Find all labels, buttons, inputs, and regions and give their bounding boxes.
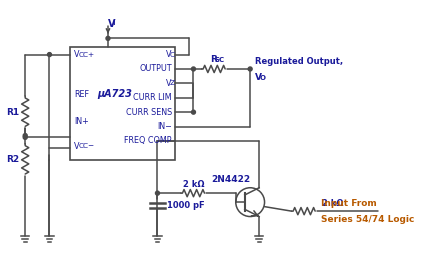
Text: R1: R1 (6, 108, 19, 117)
Circle shape (106, 36, 110, 40)
Circle shape (192, 67, 195, 71)
Circle shape (192, 110, 195, 114)
Text: V: V (166, 79, 172, 88)
Text: V: V (108, 19, 116, 29)
Text: Regulated Output,: Regulated Output, (254, 57, 343, 66)
Bar (70, 47, 176, 160)
Text: V: V (74, 142, 79, 151)
Text: C: C (170, 52, 175, 58)
Text: IN−: IN− (157, 122, 172, 131)
Text: FREQ COMP: FREQ COMP (124, 136, 172, 145)
Circle shape (23, 135, 27, 139)
Text: REF: REF (74, 90, 89, 99)
Text: V: V (166, 50, 172, 59)
Text: IN+: IN+ (74, 117, 89, 126)
Text: I: I (113, 20, 115, 26)
Text: CURR SENS: CURR SENS (126, 108, 172, 117)
Text: R: R (210, 55, 216, 64)
Text: OUTPUT: OUTPUT (139, 64, 172, 73)
Text: Z: Z (170, 80, 175, 86)
Text: R2: R2 (6, 155, 19, 164)
Text: 2 kΩ: 2 kΩ (322, 199, 344, 209)
Text: Series 54/74 Logic: Series 54/74 Logic (321, 215, 415, 224)
Text: CC+: CC+ (78, 52, 95, 58)
Text: SC: SC (214, 57, 224, 63)
Text: 2N4422: 2N4422 (211, 175, 250, 184)
Text: V: V (74, 50, 79, 59)
Text: 1000 pF: 1000 pF (168, 201, 205, 210)
Text: CURR LIM: CURR LIM (133, 93, 172, 102)
Text: 2 kΩ: 2 kΩ (183, 180, 204, 189)
Circle shape (248, 67, 252, 71)
Text: O: O (260, 75, 266, 81)
Circle shape (155, 191, 160, 195)
Text: Input From: Input From (321, 199, 377, 208)
Circle shape (23, 134, 27, 138)
Text: μA723: μA723 (97, 89, 132, 99)
Circle shape (48, 53, 51, 57)
Text: CC−: CC− (78, 143, 95, 149)
Text: V: V (254, 73, 262, 83)
